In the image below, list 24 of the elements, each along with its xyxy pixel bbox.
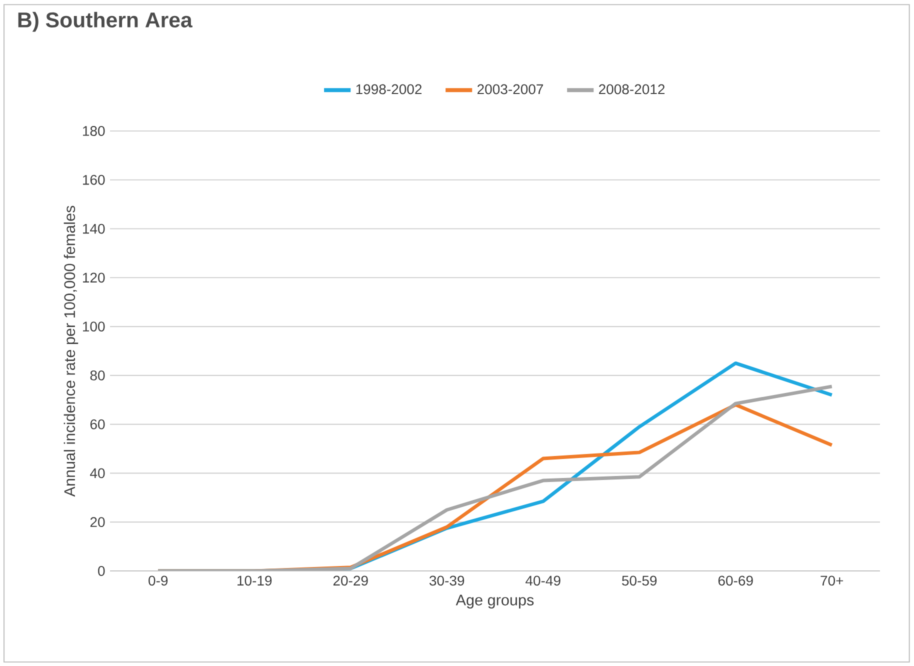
x-axis-title: Age groups xyxy=(456,594,534,608)
y-tick-label: 160 xyxy=(83,174,105,185)
x-tick-label: 0-9 xyxy=(148,576,168,586)
y-tick-label: 100 xyxy=(83,322,105,332)
x-tick-label: 50-59 xyxy=(622,576,657,586)
y-tick-label: 20 xyxy=(90,517,105,528)
y-tick-label: 180 xyxy=(83,126,105,136)
y-tick-label: 60 xyxy=(90,419,105,430)
x-tick-label: 20-29 xyxy=(333,576,368,586)
x-tick-label: 70+ xyxy=(820,576,844,586)
y-tick-label: 140 xyxy=(83,224,105,234)
y-tick-label: 40 xyxy=(90,468,105,478)
x-tick-label: 30-39 xyxy=(429,576,464,586)
y-axis-title: Annual incidence rate per 100,000 females xyxy=(64,206,78,497)
y-tick-label: 0 xyxy=(98,566,105,576)
x-tick-label: 10-19 xyxy=(238,576,272,586)
legend-label: 1998-2002 xyxy=(356,84,422,94)
x-tick-label: 40-49 xyxy=(526,576,560,586)
x-tick-label: 60-69 xyxy=(718,576,753,586)
legend-label: 2008-2012 xyxy=(599,84,665,94)
legend-label: 2003-2007 xyxy=(478,84,544,94)
y-tick-label: 80 xyxy=(90,370,105,380)
chart-title: B) Southern Area xyxy=(18,12,192,32)
y-tick-label: 120 xyxy=(83,272,105,283)
